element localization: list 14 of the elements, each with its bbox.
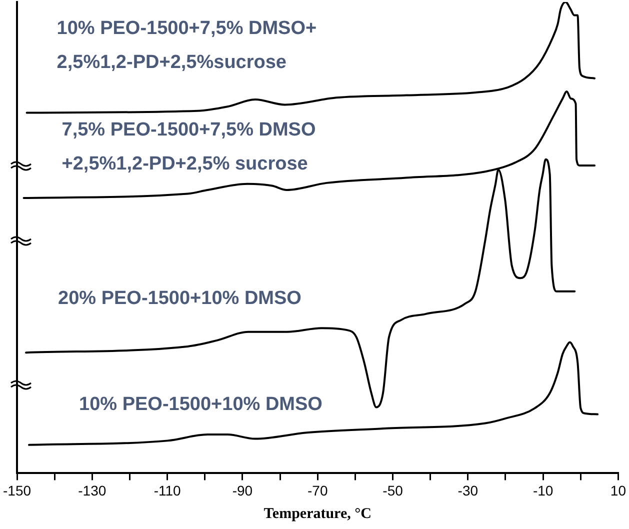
x-tick-label: -30 [458,482,478,498]
series-label: 20% PEO-1500+10% DMSO [58,288,302,309]
series-label: 7,5% PEO-1500+7,5% DMSO +2,5%1,2-PD+2,5% sucrose [62,119,316,174]
x-tick-label: -130 [78,482,106,498]
x-tick-label: -150 [2,482,32,498]
series-label: 10% PEO-1500+7,5% DMSO+ 2,5%1,2-PD+2,5%sucrose [56,18,317,73]
x-tick-label: -70 [307,482,328,498]
x-tick-label: 10 [610,482,626,498]
x-tick-label: -50 [382,482,404,498]
series-label: 10% PEO-1500+10% DMSO [79,394,322,416]
x-tick-label: -10 [532,482,554,498]
x-tick-label: -110 [154,482,182,498]
x-tick-label: -90 [232,482,253,498]
x-axis-title: Temperature, °C [264,506,372,522]
